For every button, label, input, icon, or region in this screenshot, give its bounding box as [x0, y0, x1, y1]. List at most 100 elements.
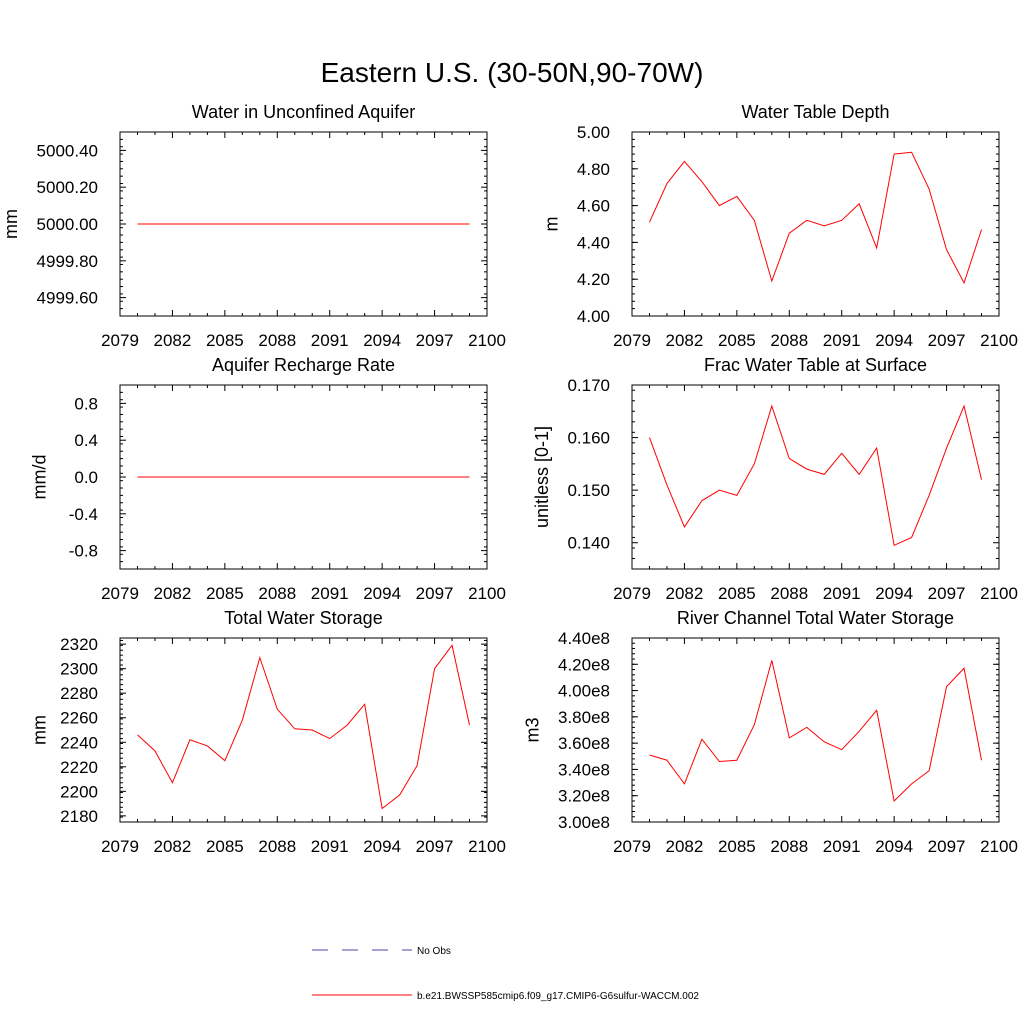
legend: No Obs b.e21.BWSSP585cmip6.f09_g17.CMIP6… — [312, 946, 699, 1002]
y-tick-label: 0.8 — [74, 394, 98, 413]
x-tick-label: 2097 — [928, 584, 966, 603]
y-tick-label: 4999.60 — [37, 289, 98, 308]
x-tick-label: 2085 — [206, 837, 244, 856]
x-tick-label: 2088 — [770, 331, 808, 350]
x-tick-label: 2088 — [770, 837, 808, 856]
figure-title: Eastern U.S. (30-50N,90-70W) — [321, 57, 704, 88]
x-tick-label: 2082 — [666, 331, 704, 350]
y-tick-label: 2200 — [60, 782, 98, 801]
x-tick-label: 2091 — [311, 837, 349, 856]
x-tick-label: 2088 — [258, 584, 296, 603]
x-tick-label: 2100 — [468, 331, 506, 350]
x-tick-label: 2082 — [154, 837, 192, 856]
x-tick-label: 2079 — [613, 584, 651, 603]
y-tick-label: 4.20 — [577, 270, 610, 289]
x-tick-label: 2100 — [468, 837, 506, 856]
series-line — [649, 404, 983, 547]
x-tick-label: 2082 — [154, 331, 192, 350]
y-tick-label: 2260 — [60, 709, 98, 728]
y-tick-label: 0.140 — [567, 534, 610, 553]
x-tick-label: 2085 — [206, 584, 244, 603]
x-tick-label: 2097 — [928, 837, 966, 856]
y-tick-label: 2300 — [60, 660, 98, 679]
x-tick-label: 2079 — [101, 837, 139, 856]
y-axis-label: mm/d — [30, 455, 50, 500]
y-tick-label: 5000.40 — [37, 141, 98, 160]
panel-aquifer-recharge: Aquifer Recharge Rate 2079 2082 2085 2088 209… — [30, 355, 506, 603]
y-tick-label: 3.00e8 — [558, 813, 610, 832]
y-tick-label: 4.60 — [577, 197, 610, 216]
y-axis-label: m — [542, 217, 562, 232]
x-tick-label: 2085 — [206, 331, 244, 350]
x-tick-label: 2094 — [363, 584, 401, 603]
x-tick-label: 2085 — [718, 837, 756, 856]
x-tick-label: 2097 — [416, 584, 454, 603]
x-tick-label: 2094 — [363, 331, 401, 350]
x-tick-label: 2082 — [154, 584, 192, 603]
y-tick-label: 4.40 — [577, 233, 610, 252]
panel-title: Total Water Storage — [224, 608, 382, 628]
y-tick-label: 4.20e8 — [558, 655, 610, 674]
x-tick-label: 2097 — [928, 331, 966, 350]
x-tick-label: 2088 — [258, 331, 296, 350]
panel-river-channel-storage: River Channel Total Water Storage 2079 208… — [522, 608, 1018, 856]
y-tick-label: 0.170 — [567, 376, 610, 395]
y-axis-label: m3 — [522, 717, 542, 742]
y-axis-label: unitless [0-1] — [532, 426, 552, 528]
panel-title: River Channel Total Water Storage — [677, 608, 954, 628]
legend-label-no-obs: No Obs — [417, 946, 451, 957]
panel-aquifer-water: Water in Unconfined Aquifer 2079 2082 2085 2… — [1, 102, 506, 350]
x-tick-label: 2091 — [823, 837, 861, 856]
y-tick-label: 0.150 — [567, 481, 610, 500]
x-tick-label: 2088 — [770, 584, 808, 603]
x-tick-label: 2079 — [613, 331, 651, 350]
y-tick-label: 0.160 — [567, 429, 610, 448]
y-tick-label: 5000.20 — [37, 178, 98, 197]
x-tick-label: 2100 — [468, 584, 506, 603]
y-tick-label: 2180 — [60, 807, 98, 826]
x-tick-label: 2082 — [666, 584, 704, 603]
x-tick-label: 2085 — [718, 331, 756, 350]
y-tick-label: 4999.80 — [37, 252, 98, 271]
x-tick-label: 2094 — [363, 837, 401, 856]
x-tick-label: 2079 — [101, 584, 139, 603]
series-line — [649, 151, 982, 285]
y-tick-label: 4.00 — [577, 307, 610, 326]
series-line — [649, 660, 983, 802]
x-tick-label: 2100 — [980, 331, 1018, 350]
x-tick-label: 2091 — [823, 584, 861, 603]
x-tick-label: 2082 — [666, 837, 704, 856]
y-tick-label: -0.8 — [69, 542, 98, 561]
x-tick-label: 2100 — [980, 584, 1018, 603]
y-tick-label: 3.20e8 — [558, 787, 610, 806]
y-tick-label: 2240 — [60, 733, 98, 752]
plot-frame — [631, 384, 1000, 570]
x-tick-label: 2100 — [980, 837, 1018, 856]
panel-frac-water-table: Frac Water Table at Surface 2079 2082 2085 2… — [532, 355, 1018, 603]
y-tick-label: 3.40e8 — [558, 760, 610, 779]
panel-title: Frac Water Table at Surface — [704, 355, 927, 375]
y-tick-label: -0.4 — [69, 505, 98, 524]
plot-frame — [631, 131, 1000, 317]
y-axis-label: mm — [1, 209, 21, 239]
y-tick-label: 5000.00 — [37, 215, 98, 234]
plot-frame — [119, 637, 488, 823]
x-tick-label: 2094 — [875, 331, 913, 350]
x-tick-label: 2079 — [101, 331, 139, 350]
y-tick-label: 2320 — [60, 635, 98, 654]
x-tick-label: 2091 — [823, 331, 861, 350]
legend-label-model: b.e21.BWSSP585cmip6.f09_g17.CMIP6-G6sulf… — [417, 991, 699, 1002]
panel-total-water-storage: Total Water Storage 2079 2082 2085 2088 2091 2… — [30, 608, 506, 856]
series-line — [137, 644, 471, 810]
y-tick-label: 4.00e8 — [558, 682, 610, 701]
x-tick-label: 2094 — [875, 837, 913, 856]
panel-title: Aquifer Recharge Rate — [212, 355, 395, 375]
y-tick-label: 2280 — [60, 684, 98, 703]
panel-title: Water Table Depth — [741, 102, 889, 122]
y-tick-label: 4.80 — [577, 160, 610, 179]
x-tick-label: 2091 — [311, 584, 349, 603]
x-tick-label: 2094 — [875, 584, 913, 603]
y-tick-label: 0.0 — [74, 468, 98, 487]
panel-water-table-depth: Water Table Depth 2079 2082 2085 2088 2091 209… — [542, 102, 1018, 350]
